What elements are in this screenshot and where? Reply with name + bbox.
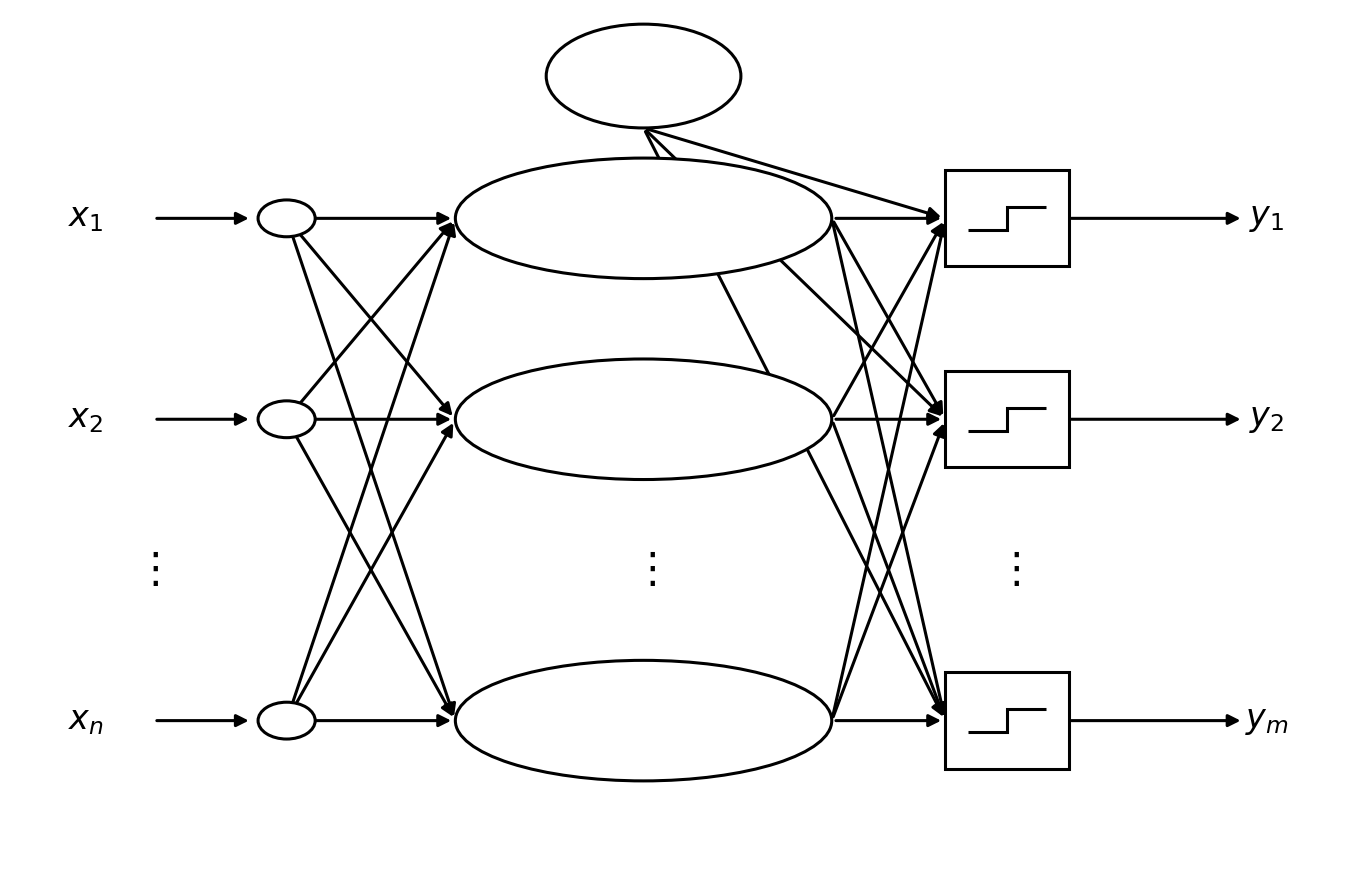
Text: $b$: $b$ <box>634 60 653 92</box>
Text: $k(\boldsymbol{x}, \boldsymbol{x}_n)$: $k(\boldsymbol{x}, \boldsymbol{x}_n)$ <box>600 707 687 734</box>
Circle shape <box>258 200 315 237</box>
Text: $x_2$: $x_2$ <box>68 403 103 435</box>
Text: $y_2$: $y_2$ <box>1249 403 1284 435</box>
Text: $k(\boldsymbol{x}, \boldsymbol{x}_2)$: $k(\boldsymbol{x}, \boldsymbol{x}_2)$ <box>600 405 687 433</box>
Text: $x_1$: $x_1$ <box>68 202 103 235</box>
Text: $k(\boldsymbol{x}, \boldsymbol{x}_1)$: $k(\boldsymbol{x}, \boldsymbol{x}_1)$ <box>600 205 687 232</box>
Circle shape <box>258 702 315 739</box>
Ellipse shape <box>456 359 831 480</box>
Ellipse shape <box>546 24 741 128</box>
Bar <box>945 170 1068 267</box>
Text: $\vdots$: $\vdots$ <box>134 549 160 591</box>
Text: $\vdots$: $\vdots$ <box>995 549 1019 591</box>
Text: $y_1$: $y_1$ <box>1249 202 1284 235</box>
Text: $x_n$: $x_n$ <box>68 705 103 737</box>
Bar <box>945 371 1068 467</box>
Text: $\vdots$: $\vdots$ <box>631 549 656 591</box>
Ellipse shape <box>456 158 831 279</box>
Bar <box>945 672 1068 769</box>
Text: $y_m$: $y_m$ <box>1245 705 1288 737</box>
Ellipse shape <box>456 660 831 781</box>
Circle shape <box>258 401 315 438</box>
